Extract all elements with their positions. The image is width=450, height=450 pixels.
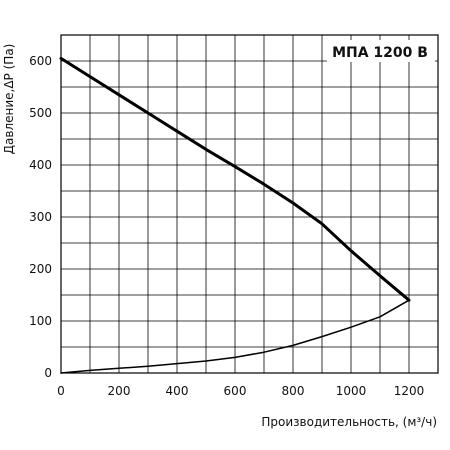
y-tick-label: 600 [29,54,52,68]
plot-frame [60,34,439,374]
x-tick-label: 1200 [394,384,425,398]
model-label: МПА 1200 В [332,45,428,61]
y-axis-title: Давление,ΔP (Па) [2,44,16,155]
x-axis-title: Производительность, (м³/ч) [261,415,437,429]
y-tick-label: 100 [29,314,52,328]
y-tick-label: 300 [29,210,52,224]
x-tick-label: 600 [224,384,247,398]
y-tick-label: 0 [44,366,52,380]
y-tick-label: 200 [29,262,52,276]
x-tick-label: 200 [108,384,131,398]
curves [59,56,411,374]
grid [61,35,438,373]
system-resistance-curve [60,299,410,374]
tick-labels: 0 200 400 600 800 1000 1200 0 100 200 300 400 500 600 [29,54,424,398]
fan-pressure-curve [59,56,411,302]
model-label-box [327,40,435,62]
x-tick-label: 800 [282,384,305,398]
x-tick-label: 400 [166,384,189,398]
y-tick-label: 500 [29,106,52,120]
x-tick-label: 0 [57,384,65,398]
x-tick-label: 1000 [336,384,367,398]
y-tick-label: 400 [29,158,52,172]
